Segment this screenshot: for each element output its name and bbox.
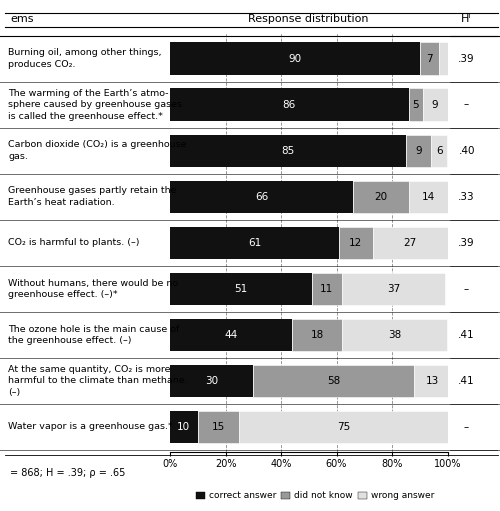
Text: .33: .33 <box>458 192 475 202</box>
Text: 58: 58 <box>327 376 340 386</box>
Bar <box>170 42 420 75</box>
Text: 51: 51 <box>234 284 247 294</box>
Text: 18: 18 <box>310 330 324 340</box>
Bar <box>422 88 448 121</box>
Text: 37: 37 <box>387 284 400 294</box>
Text: 66: 66 <box>255 192 268 202</box>
Bar <box>342 273 444 305</box>
Text: 85: 85 <box>282 146 294 156</box>
Bar <box>406 134 431 167</box>
Bar <box>414 365 451 397</box>
Bar <box>170 226 340 259</box>
Text: .39: .39 <box>458 54 475 63</box>
Text: Without humans, there would be no
greenhouse effect. (–)*: Without humans, there would be no greenh… <box>8 278 178 299</box>
Bar <box>170 319 292 351</box>
Text: 20: 20 <box>374 192 388 202</box>
Text: .41: .41 <box>458 330 475 340</box>
Bar <box>439 42 448 75</box>
Text: 12: 12 <box>350 238 362 248</box>
Text: ems: ems <box>10 14 34 24</box>
Text: The warming of the Earth’s atmo-
sphere caused by greenhouse gases
is called the: The warming of the Earth’s atmo- sphere … <box>8 88 182 121</box>
Text: 6: 6 <box>436 146 442 156</box>
Text: 27: 27 <box>404 238 416 248</box>
Bar <box>431 134 448 167</box>
Bar <box>312 273 342 305</box>
Text: = 868; H = .39; ρ = .65: = 868; H = .39; ρ = .65 <box>10 468 126 478</box>
Text: 86: 86 <box>282 100 296 109</box>
Text: At the same quantity, CO₂ is more
harmful to the climate than methane.
(–): At the same quantity, CO₂ is more harmfu… <box>8 365 188 397</box>
Text: 9: 9 <box>432 100 438 109</box>
Text: The ozone hole is the main cause of
the greenhouse effect. (–): The ozone hole is the main cause of the … <box>8 324 180 345</box>
Bar <box>420 42 439 75</box>
Text: –: – <box>464 100 469 109</box>
Bar <box>372 226 448 259</box>
Text: 75: 75 <box>337 422 350 432</box>
Text: 90: 90 <box>288 54 302 63</box>
Text: Burning oil, among other things,
produces CO₂.: Burning oil, among other things, produce… <box>8 49 162 69</box>
Text: CO₂ is harmful to plants. (–): CO₂ is harmful to plants. (–) <box>8 238 140 247</box>
Legend: correct answer, did not know, wrong answer: correct answer, did not know, wrong answ… <box>192 487 438 504</box>
Bar <box>198 411 239 443</box>
Bar <box>170 180 353 213</box>
Text: Response distribution: Response distribution <box>248 14 369 24</box>
Text: 14: 14 <box>422 192 434 202</box>
Bar <box>342 319 448 351</box>
Bar <box>170 273 312 305</box>
Bar <box>170 88 408 121</box>
Bar <box>292 319 342 351</box>
Bar <box>353 180 408 213</box>
Bar <box>240 411 448 443</box>
Text: .41: .41 <box>458 376 475 386</box>
Text: 15: 15 <box>212 422 225 432</box>
Text: 10: 10 <box>178 422 190 432</box>
Text: Greenhouse gases partly retain the
Earth’s heat radiation.: Greenhouse gases partly retain the Earth… <box>8 187 177 207</box>
Text: 61: 61 <box>248 238 262 248</box>
Text: 7: 7 <box>426 54 433 63</box>
Text: 13: 13 <box>426 376 439 386</box>
Text: 11: 11 <box>320 284 334 294</box>
Text: Hᴵ: Hᴵ <box>462 14 472 24</box>
Text: –: – <box>464 422 469 432</box>
Text: 30: 30 <box>205 376 218 386</box>
Text: .40: .40 <box>458 146 475 156</box>
Text: .39: .39 <box>458 238 475 248</box>
Text: Water vapor is a greenhouse gas.*: Water vapor is a greenhouse gas.* <box>8 423 173 431</box>
Bar <box>408 88 422 121</box>
Text: 9: 9 <box>415 146 422 156</box>
Text: Carbon dioxide (CO₂) is a greenhouse
gas.: Carbon dioxide (CO₂) is a greenhouse gas… <box>8 141 187 161</box>
Text: 44: 44 <box>224 330 237 340</box>
Text: 38: 38 <box>388 330 402 340</box>
Bar <box>340 226 372 259</box>
Bar <box>170 365 254 397</box>
Bar <box>408 180 448 213</box>
Text: 5: 5 <box>412 100 419 109</box>
Text: –: – <box>464 284 469 294</box>
Bar <box>170 134 406 167</box>
Bar <box>254 365 414 397</box>
Bar <box>170 411 198 443</box>
